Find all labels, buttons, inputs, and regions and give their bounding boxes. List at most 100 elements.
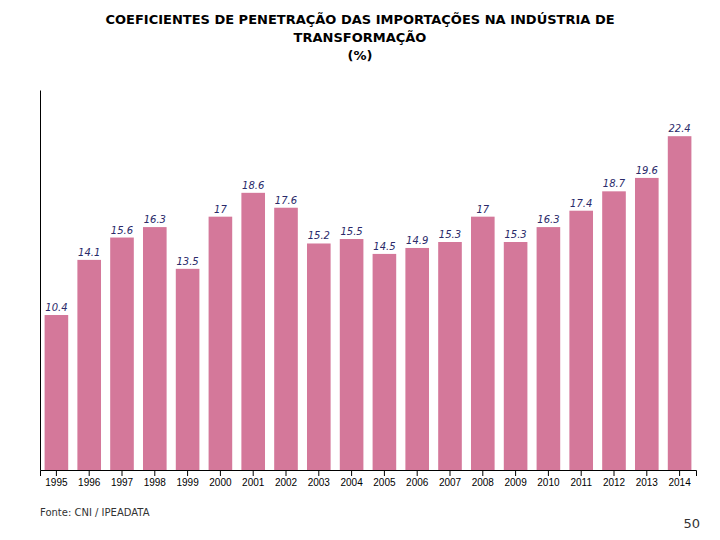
x-tick: 2011 (570, 470, 592, 488)
data-label: 17.6 (275, 195, 297, 206)
x-tick-mark (548, 470, 549, 476)
x-tick-mark (581, 470, 582, 476)
bar (45, 315, 69, 470)
x-tick-label: 2002 (275, 477, 298, 488)
x-tick-label: 1998 (144, 477, 167, 488)
bar (110, 238, 134, 470)
x-tick-label: 2011 (570, 477, 592, 488)
x-tick-mark (89, 470, 90, 476)
x-tick-label: 2003 (308, 477, 331, 488)
x-tick-label: 2000 (209, 477, 232, 488)
bar (537, 227, 561, 470)
title: TRANSFORMAÇÃO (294, 30, 427, 45)
bars (45, 136, 692, 470)
x-tick: 2006 (406, 470, 429, 488)
x-tick: 2002 (275, 470, 298, 488)
x-tick-label: 2013 (636, 477, 659, 488)
bar (143, 227, 167, 470)
x-tick-label: 2012 (603, 477, 626, 488)
subtitle: (%) (348, 48, 373, 63)
data-label: 14.9 (406, 235, 428, 246)
x-tick: 2004 (340, 470, 363, 488)
x-tick-mark (450, 470, 451, 476)
data-label: 17.4 (570, 198, 592, 209)
data-label: 15.3 (439, 229, 461, 240)
data-label: 14.5 (373, 241, 395, 252)
bar (471, 217, 495, 470)
x-axis-line (41, 471, 697, 477)
x-tick: 2008 (472, 470, 495, 488)
x-tick-mark (646, 470, 647, 476)
bar (373, 254, 397, 470)
x-tick-label: 2004 (340, 477, 363, 488)
x-tick: 2007 (439, 470, 462, 488)
x-tick: 1995 (45, 470, 68, 488)
x-tick: 2003 (308, 470, 331, 488)
bar (274, 208, 298, 470)
x-tick-label: 2010 (537, 477, 560, 488)
data-labels: 10.414.115.616.313.51718.617.615.215.514… (45, 123, 690, 313)
x-tick-mark (351, 470, 352, 476)
bar (569, 211, 593, 470)
x-tick-label: 2007 (439, 477, 462, 488)
x-tick-label: 2014 (668, 477, 691, 488)
data-label: 22.4 (668, 123, 690, 134)
x-axis: 1995 1996 1997 1998 1999 2000 2001 2002 2003 2004… (41, 470, 697, 488)
source-note: Fonte: CNI / IPEADATA (40, 507, 150, 518)
bar (405, 248, 429, 470)
x-tick-mark (220, 470, 221, 476)
y-axis (40, 91, 41, 471)
data-label: 19.6 (636, 165, 658, 176)
x-tick-mark (482, 470, 483, 476)
data-label: 18.7 (603, 178, 626, 189)
x-tick-mark (187, 470, 188, 476)
bar (307, 243, 331, 470)
x-tick: 2012 (603, 470, 626, 488)
title-group: COEFICIENTES DE PENETRAÇÃO DAS IMPORTAÇÕ… (105, 12, 614, 63)
x-tick: 2009 (504, 470, 527, 488)
x-tick-mark (122, 470, 123, 476)
bar (340, 239, 364, 470)
chart: COEFICIENTES DE PENETRAÇÃO DAS IMPORTAÇÕ… (0, 0, 720, 540)
bar (77, 260, 101, 470)
x-tick: 1997 (111, 470, 134, 488)
data-label: 17 (476, 204, 489, 215)
x-tick-label: 1996 (78, 477, 101, 488)
x-tick: 2014 (668, 470, 691, 488)
data-label: 15.5 (340, 226, 362, 237)
plot: 10.414.115.616.313.51718.617.615.215.514… (41, 91, 697, 489)
x-tick-mark (679, 470, 680, 476)
x-tick: 2013 (636, 470, 659, 488)
data-label: 15.6 (111, 225, 133, 236)
data-label: 15.2 (308, 230, 330, 241)
bar (602, 191, 626, 470)
x-tick-label: 1997 (111, 477, 134, 488)
data-label: 15.3 (504, 229, 526, 240)
bar (176, 269, 200, 470)
x-tick-label: 1999 (176, 477, 199, 488)
x-tick-mark (515, 470, 516, 476)
x-tick-mark (253, 470, 254, 476)
page-number: 50 (683, 516, 700, 531)
y-axis-line (40, 91, 41, 471)
x-tick: 2005 (373, 470, 396, 488)
data-label: 16.3 (537, 214, 559, 225)
title: COEFICIENTES DE PENETRAÇÃO DAS IMPORTAÇÕ… (105, 12, 614, 27)
x-tick: 1999 (176, 470, 199, 488)
bar (635, 178, 659, 470)
x-tick: 2010 (537, 470, 560, 488)
x-tick-mark (286, 470, 287, 476)
data-label: 10.4 (45, 302, 67, 313)
bar (668, 136, 692, 470)
bar (241, 193, 265, 470)
x-tick-mark (614, 470, 615, 476)
x-tick-mark (384, 470, 385, 476)
x-tick-mark (417, 470, 418, 476)
x-tick-label: 2009 (504, 477, 527, 488)
data-label: 13.5 (176, 256, 198, 267)
bar (209, 217, 233, 470)
x-tick-label: 1995 (45, 477, 68, 488)
x-tick-mark (154, 470, 155, 476)
data-label: 17 (214, 204, 227, 215)
x-tick-label: 2001 (242, 477, 265, 488)
